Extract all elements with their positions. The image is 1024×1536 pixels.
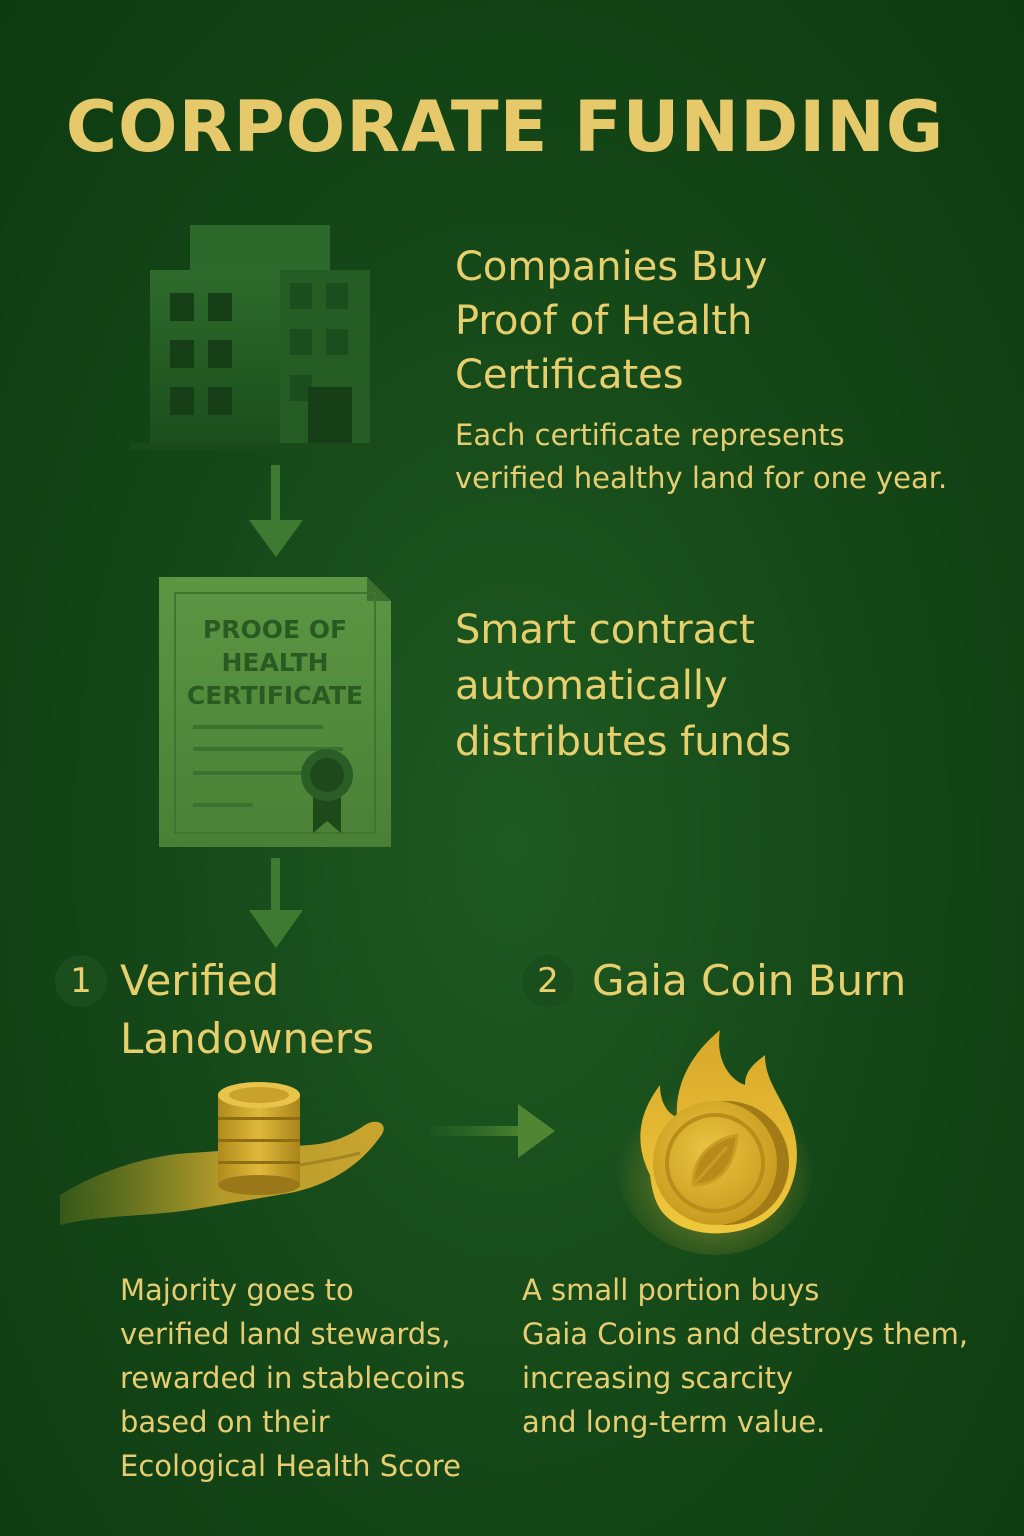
- burn-description: A small portion buys Gaia Coins and dest…: [522, 1273, 969, 1439]
- burn-title: Gaia Coin Burn: [592, 956, 907, 1005]
- companies-heading: Companies Buy Proof of Health Certificat…: [455, 244, 768, 398]
- seal-icon: [301, 749, 353, 833]
- certificate-document-icon: [159, 577, 391, 847]
- step-number-badge: 1: [55, 955, 107, 1007]
- office-building-icon: [130, 225, 390, 450]
- arrow-right-icon: [430, 1104, 555, 1158]
- landowners-description: Majority goes to verified land stewards,…: [120, 1273, 466, 1483]
- coin-stack-icon: [218, 1082, 300, 1195]
- certificate-heading: PROOE OF HEALTH CERTIFICATE: [186, 615, 364, 710]
- landowners-title: Verified Landowners: [120, 956, 375, 1063]
- smart-contract-heading: Smart contract automatically distributes…: [455, 607, 792, 765]
- hand-with-coins-icon: [60, 1082, 384, 1225]
- step-number-badge: 2: [522, 955, 574, 1007]
- proof-of-health-certificate: PROOE OF HEALTH CERTIFICATE: [155, 575, 395, 850]
- burning-coin-icon: [615, 1030, 815, 1255]
- arrow-down-icon: [249, 858, 303, 948]
- leaf-icon: [691, 1133, 739, 1187]
- page-title: CORPORATE FUNDING: [65, 86, 945, 168]
- companies-description: Each certificate represents verified hea…: [455, 418, 948, 495]
- arrow-down-icon: [249, 465, 303, 557]
